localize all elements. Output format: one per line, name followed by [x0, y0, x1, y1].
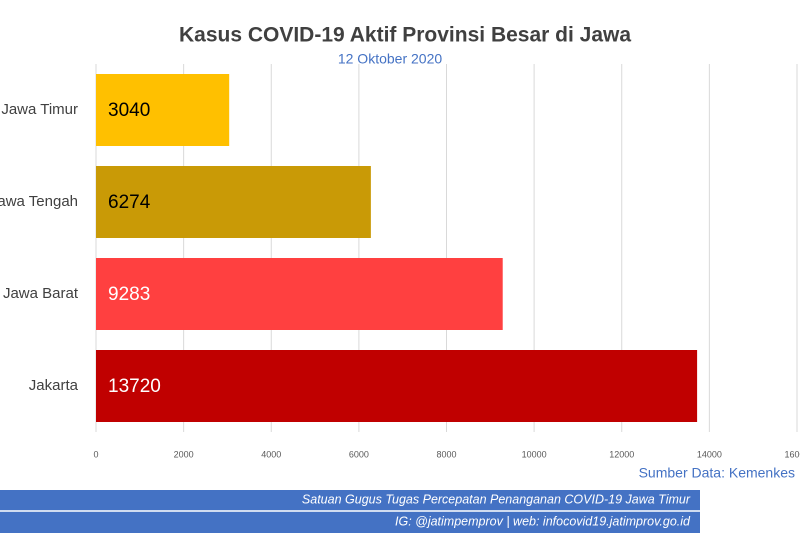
y-tick-label: Jawa Tengah — [0, 193, 78, 210]
footer-line: IG: @jatimpemprov | web: infocovid19.jat… — [395, 514, 691, 528]
bar — [96, 166, 371, 238]
chart-title: Kasus COVID-19 Aktif Provinsi Besar di J… — [179, 24, 631, 47]
y-tick-label: Jawa Timur — [1, 101, 78, 118]
value-label: 9283 — [108, 284, 150, 305]
bar — [96, 258, 503, 330]
x-tick-label: 14000 — [697, 449, 722, 459]
y-tick-label: Jakarta — [29, 377, 79, 394]
bar — [96, 350, 698, 422]
footer-line: Satuan Gugus Tugas Percepatan Penanganan… — [302, 492, 691, 506]
x-tick-label: 0 — [93, 449, 98, 459]
x-tick-label: 6000 — [349, 449, 369, 459]
x-tick-label: 10000 — [522, 449, 547, 459]
source: Sumber Data: Kemenkes — [639, 465, 795, 481]
y-tick-label: Jawa Barat — [3, 285, 79, 302]
x-tick-label: 2000 — [174, 449, 194, 459]
x-tick-label: 4000 — [261, 449, 281, 459]
x-tick-label: 12000 — [609, 449, 634, 459]
x-tick-label: 16000 — [784, 449, 800, 459]
value-label: 6274 — [108, 192, 151, 213]
bar — [96, 74, 230, 146]
value-label: 3040 — [108, 100, 150, 121]
chart-subtitle: 12 Oktober 2020 — [338, 51, 443, 67]
x-tick-label: 8000 — [436, 449, 456, 459]
value-label: 13720 — [108, 376, 161, 397]
